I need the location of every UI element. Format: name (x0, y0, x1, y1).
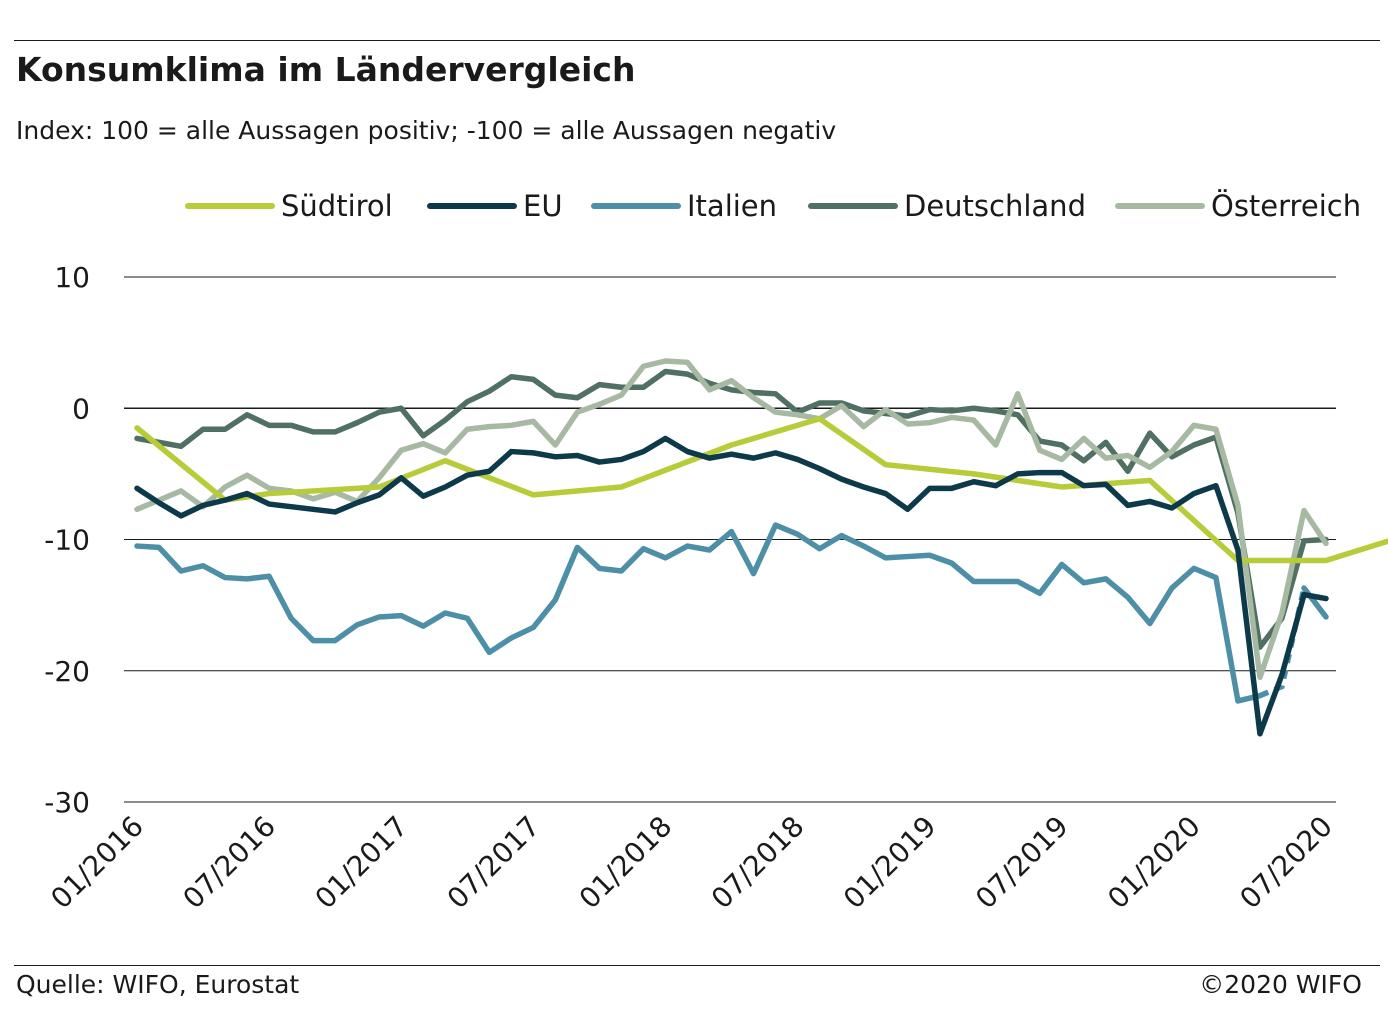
legend-label-italien: Italien (687, 189, 777, 223)
chart-subtitle: Index: 100 = alle Aussagen positiv; -100… (16, 116, 837, 145)
legend-label-sudtirol: Südtirol (281, 189, 393, 223)
series-line-deutschland (134, 368, 1329, 650)
series-lines (134, 358, 1388, 737)
x-axis-labels: 01/2016 07/2016 01/2017 07/2017 01/2018 07/20… (44, 810, 1339, 916)
chart-title: Konsumklima im Ländervergleich (16, 50, 636, 89)
series-line-eu (134, 435, 1329, 737)
copyright-note: ©2020 WIFO (1199, 970, 1362, 999)
x-tick-label: 07/2017 (441, 810, 547, 916)
y-tick-label: 10 (54, 261, 90, 294)
x-tick-label: 01/2016 (44, 810, 150, 916)
series-line-italien-estimated (1258, 587, 1307, 699)
series-line-sudtirol (134, 416, 1388, 564)
source-note: Quelle: WIFO, Eurostat (16, 970, 300, 999)
x-tick-label: 07/2020 (1233, 810, 1339, 916)
gridlines (124, 276, 1336, 803)
y-tick-label: -10 (44, 524, 90, 557)
legend-label-osterreich: Österreich (1211, 189, 1361, 223)
series-line-italien (134, 522, 1263, 704)
legend: Südtirol EU Italien Deutschland Österreich (185, 189, 1361, 223)
x-tick-label: 07/2019 (969, 810, 1075, 916)
x-tick-label: 01/2017 (309, 810, 415, 916)
bottom-rule (14, 965, 1380, 966)
x-tick-label: 01/2019 (837, 810, 943, 916)
series-line-italien (1301, 585, 1329, 620)
x-tick-label: 07/2018 (705, 810, 811, 916)
line-chart: 100-10-20-30 01/2016 07/2016 01/2017 07/201… (44, 189, 1388, 916)
legend-label-eu: EU (523, 189, 563, 223)
y-tick-label: 0 (72, 392, 90, 425)
x-tick-label: 07/2016 (176, 810, 282, 916)
top-rule (14, 40, 1380, 41)
y-tick-label: -20 (44, 655, 90, 688)
legend-label-deutschland: Deutschland (904, 189, 1086, 223)
y-axis-labels: 10 0 -10 -20 -30 (44, 261, 90, 819)
y-tick-label: -30 (44, 786, 90, 819)
x-tick-label: 01/2018 (573, 810, 679, 916)
x-tick-label: 01/2020 (1101, 810, 1207, 916)
